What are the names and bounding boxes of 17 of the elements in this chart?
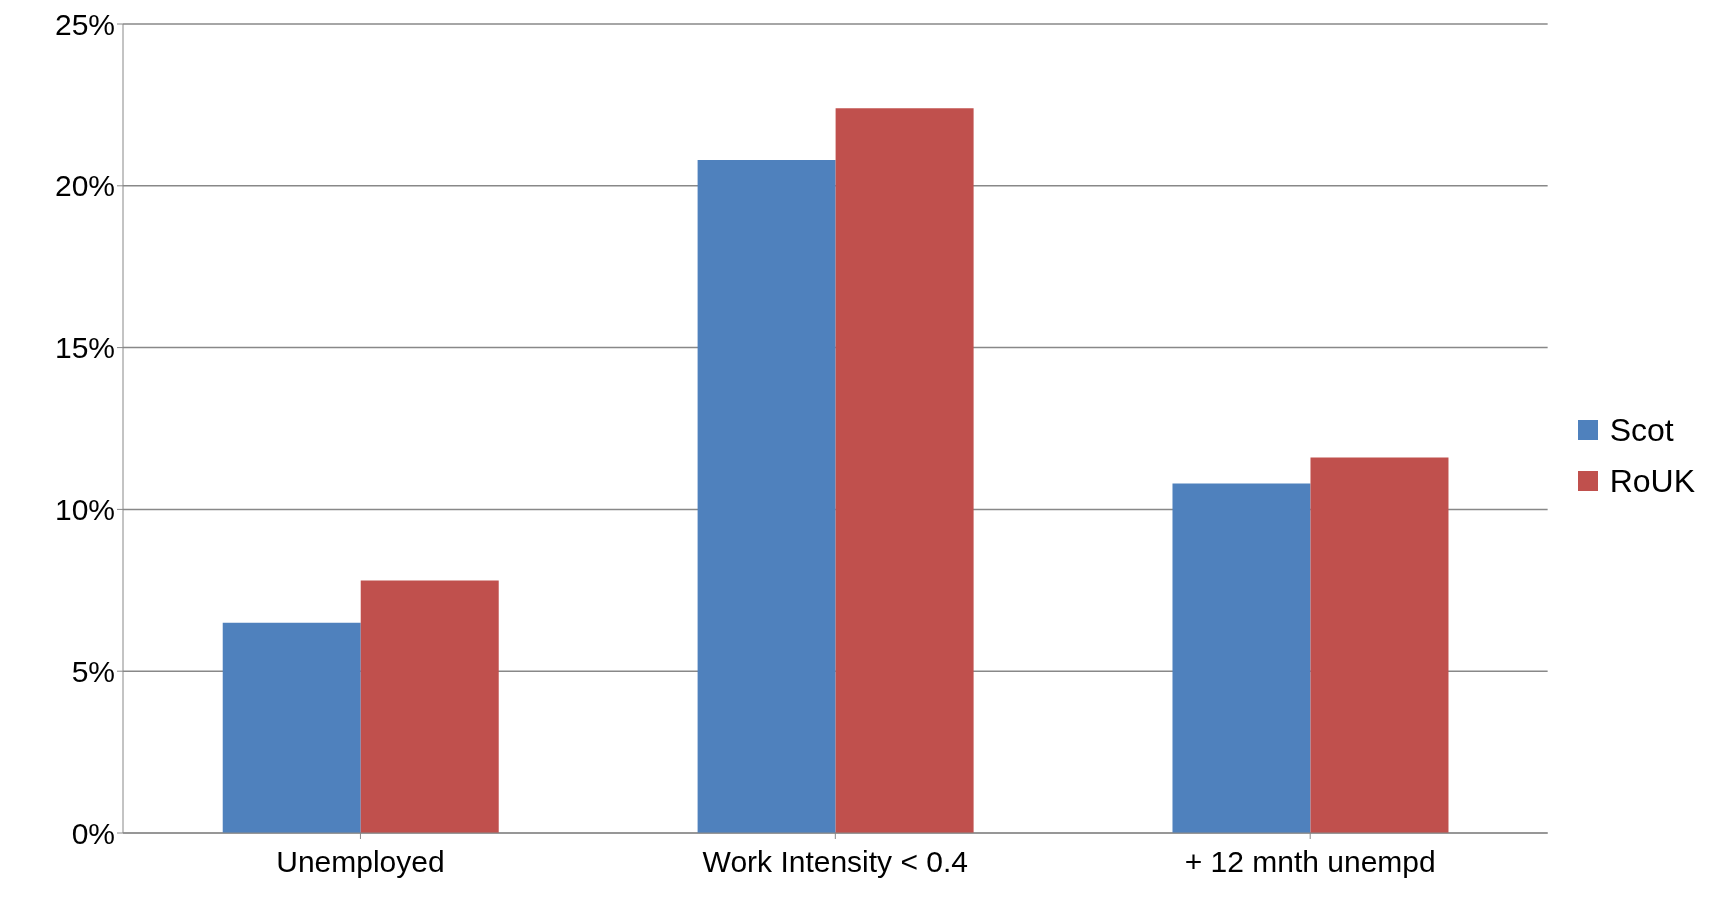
legend-label: Scot <box>1609 411 1674 449</box>
bar <box>360 580 499 833</box>
bar <box>1310 457 1449 833</box>
bar <box>1172 483 1311 833</box>
y-tick-label: 0% <box>71 816 115 850</box>
y-tick-label: 5% <box>71 654 115 688</box>
bar <box>697 159 836 833</box>
bar <box>835 108 974 833</box>
bar <box>222 622 361 833</box>
legend-label: RoUK <box>1609 462 1695 500</box>
x-tick-label: Work Intensity < 0.4 <box>702 845 969 879</box>
x-tick-label: + 12 mnth unempd <box>1184 845 1436 879</box>
y-tick-label: 20% <box>54 169 115 203</box>
x-tick-label: Unemployed <box>276 845 445 879</box>
y-tick-label: 15% <box>54 331 115 365</box>
y-tick-label: 10% <box>54 493 115 527</box>
y-tick-label: 25% <box>54 7 115 41</box>
